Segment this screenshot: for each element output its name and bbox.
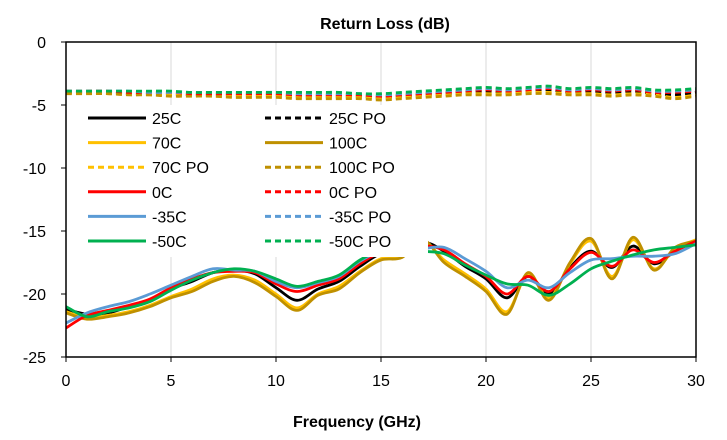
y-tick-label: -25 (23, 350, 46, 367)
legend-label-25c: 25C (152, 111, 181, 128)
axis-ticks: 0 5 10 15 20 25 30 0 -5 -10 -15 -20 -25 (23, 35, 705, 390)
x-tick-label: 15 (372, 373, 390, 390)
legend-label-100c: 100C (329, 136, 367, 153)
legend-label-25c-po: 25C PO (329, 111, 386, 128)
legend-label-50c: -50C (152, 234, 187, 251)
x-tick-label: 0 (62, 373, 71, 390)
legend-label-100c-po: 100C PO (329, 160, 395, 177)
legend-label-35c: -35C (152, 209, 187, 226)
series-line-100c-po (66, 92, 697, 102)
legend-label-50c-po: -50C PO (329, 234, 391, 251)
y-tick-label: -20 (23, 287, 46, 304)
x-tick-label: 30 (687, 373, 705, 390)
legend-label-70c: 70C (152, 136, 181, 153)
legend-background (80, 105, 428, 257)
y-tick-label: -10 (23, 161, 46, 178)
legend-label-35c-po: -35C PO (329, 209, 391, 226)
chart-title: Return Loss (dB) (320, 16, 450, 33)
y-tick-label: -15 (23, 224, 46, 241)
series-line-50c-po (65, 84, 697, 96)
x-tick-label: 10 (267, 373, 285, 390)
legend-label-0c-po: 0C PO (329, 185, 377, 202)
legend-label-70c-po: 70C PO (152, 160, 209, 177)
x-axis-title: Frequency (GHz) (293, 414, 421, 431)
x-tick-label: 25 (582, 373, 600, 390)
series-line-100c (65, 235, 697, 321)
legend-label-0c: 0C (152, 185, 172, 202)
y-tick-label: -5 (32, 98, 46, 115)
x-tick-label: 5 (167, 373, 176, 390)
x-tick-label: 20 (477, 373, 495, 390)
y-tick-label: 0 (37, 35, 46, 52)
legend: 25C 25C PO 70C 100C 70C PO 100C PO 0C 0C PO -35C… (80, 105, 428, 257)
